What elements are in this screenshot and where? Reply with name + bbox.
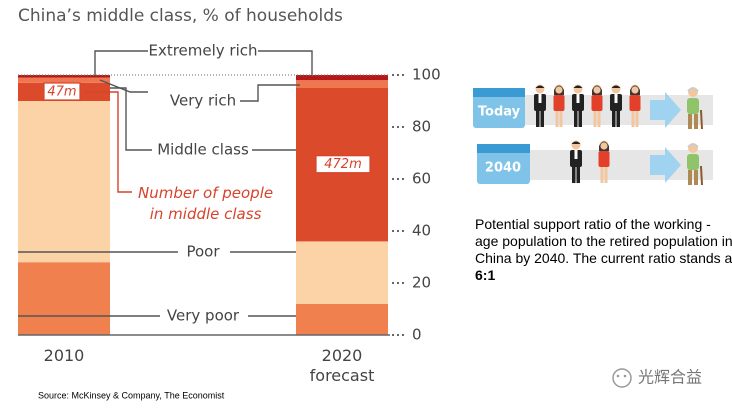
people-label: 47m: [47, 85, 76, 100]
note-text: Potential support ratio of the working -…: [475, 216, 732, 266]
people-label: 472m: [324, 157, 361, 172]
bar-segment: [296, 241, 388, 304]
y-tick-label: 40: [412, 222, 431, 240]
bar-segment: [18, 77, 110, 83]
label-box: [43, 82, 81, 101]
annotation-label: Very poor: [167, 307, 240, 325]
annotation-label: Very rich: [170, 92, 236, 110]
x-tick-label: 2020 forecast: [309, 346, 375, 385]
y-tick-label: 60: [412, 170, 431, 188]
watermark-icon: [612, 368, 632, 388]
y-tick-label: 20: [412, 274, 431, 292]
infographic: Today 2040: [473, 84, 713, 186]
y-tick-label: 80: [412, 118, 431, 136]
annotation-label: Middle class: [157, 141, 249, 159]
row-label: 2040: [485, 161, 521, 176]
bar-segment: [18, 101, 110, 263]
ratio: 6:1: [475, 267, 496, 283]
annotation-label: Extremely rich: [148, 42, 257, 60]
row-label: Today: [478, 105, 521, 120]
y-tick-label: 0: [412, 326, 422, 344]
y-tick-label: 100: [412, 66, 441, 84]
x-tick-label: 2010: [43, 346, 85, 365]
bar-segment: [296, 80, 388, 88]
label-box: [315, 155, 371, 174]
annotation-label: Poor: [186, 243, 220, 261]
note: Potential support ratio of the working -…: [475, 216, 732, 284]
bar-segment: [296, 303, 388, 335]
bar-segment: [18, 262, 110, 335]
chart-title: China’s middle class, % of households: [18, 6, 343, 26]
watermark: 光辉合益: [638, 368, 702, 387]
source: Source: McKinsey & Company, The Economis…: [38, 390, 225, 400]
leader-lines: [18, 50, 313, 317]
annotation: Number of people in middle class: [138, 184, 274, 223]
bar-segment: [296, 75, 388, 81]
bar-segment: [18, 75, 110, 78]
